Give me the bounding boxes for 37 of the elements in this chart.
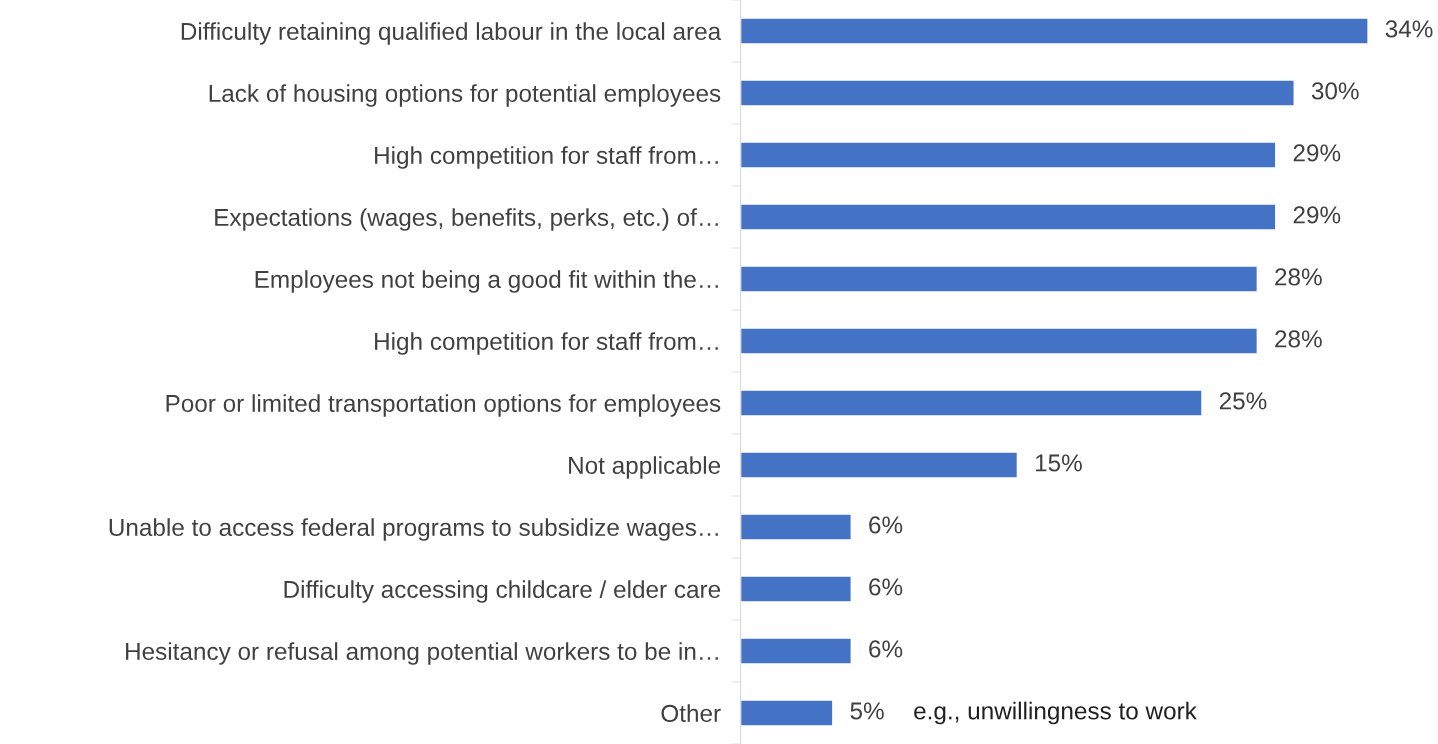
data-label: 5% (850, 702, 884, 720)
data-label: 29% (1293, 144, 1341, 162)
bar (740, 141, 1277, 169)
y-tick-label: Employees not being a good fit within the… (255, 270, 718, 293)
y-tick-label: High competition for staff from… (375, 146, 718, 169)
y-tick-label: Difficulty accessing childcare / elder care (284, 580, 721, 603)
y-tick-label: Other (661, 704, 721, 723)
data-label: 6% (869, 578, 903, 596)
data-label: 6% (869, 640, 903, 658)
data-label: 6% (869, 516, 903, 534)
data-label: 30% (1311, 82, 1359, 100)
bar (740, 389, 1203, 417)
y-tick-label: Unable to access federal programs to subsidize wages… (109, 518, 718, 541)
data-label: 34% (1385, 20, 1433, 38)
annotation: e.g., unwillingness to work (914, 701, 1197, 725)
y-tick-label: Poor or limited transportation options for employees (166, 394, 721, 417)
bar (740, 575, 852, 603)
bar (740, 17, 1369, 45)
bar (740, 203, 1277, 231)
bar (740, 327, 1259, 355)
bar (740, 451, 1019, 479)
bar (740, 79, 1295, 107)
bar (740, 265, 1259, 293)
y-tick-label: Lack of housing options for potential employees (209, 84, 721, 107)
y-tick-label: Expectations (wages, benefits, perks, etc.) of… (215, 208, 718, 231)
y-tick-label: High competition for staff from… (375, 332, 718, 355)
data-label: 15% (1035, 454, 1082, 472)
data-label: 25% (1219, 392, 1267, 410)
y-tick-label: Difficulty retaining qualified labour in the local area (181, 22, 722, 45)
bar (740, 699, 834, 727)
bar (740, 637, 852, 665)
bar (740, 513, 852, 541)
y-tick-label: Not applicable (569, 456, 721, 479)
y-tick-label: Hesitancy or refusal among potential workers to be in… (126, 642, 718, 665)
data-label: 28% (1275, 330, 1322, 348)
data-label: 29% (1293, 206, 1341, 224)
data-label: 28% (1275, 268, 1322, 286)
